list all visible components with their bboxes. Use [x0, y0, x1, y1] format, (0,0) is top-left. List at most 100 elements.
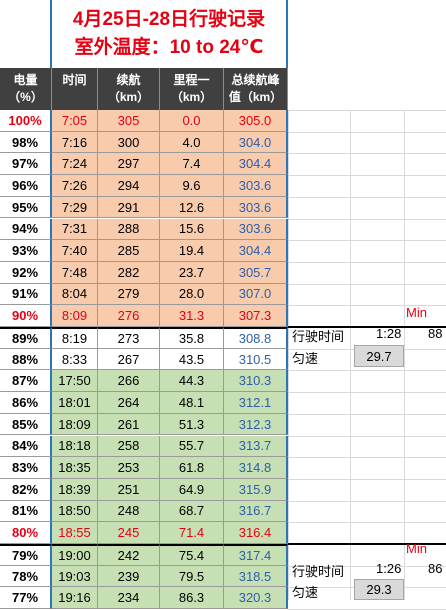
- range-cell[interactable]: 267: [98, 348, 160, 371]
- range-cell[interactable]: 264: [98, 392, 160, 414]
- total-range-cell[interactable]: 304.4: [224, 153, 288, 176]
- mileage-cell[interactable]: 75.4: [160, 544, 224, 566]
- mileage-cell[interactable]: 9.6: [160, 175, 224, 197]
- time-cell[interactable]: 18:55: [52, 522, 98, 544]
- battery-cell[interactable]: 77%: [0, 587, 52, 610]
- battery-cell[interactable]: 91%: [0, 283, 52, 306]
- min-label-2[interactable]: Min: [406, 541, 427, 556]
- drive-time-1[interactable]: 1:28: [376, 326, 402, 341]
- battery-cell[interactable]: 87%: [0, 370, 52, 393]
- total-range-cell[interactable]: 305.7: [224, 261, 288, 284]
- time-cell[interactable]: 18:39: [52, 478, 98, 501]
- mileage-cell[interactable]: 15.6: [160, 218, 224, 241]
- battery-cell[interactable]: 100%: [0, 110, 52, 132]
- mileage-cell[interactable]: 28.0: [160, 283, 224, 306]
- time-cell[interactable]: 8:19: [52, 327, 98, 349]
- battery-cell[interactable]: 80%: [0, 522, 52, 544]
- drive-time-label-1[interactable]: 行驶时间: [292, 329, 345, 344]
- battery-cell[interactable]: 83%: [0, 457, 52, 479]
- mileage-cell[interactable]: 19.4: [160, 240, 224, 262]
- mileage-cell[interactable]: 43.5: [160, 348, 224, 371]
- total-range-cell[interactable]: 307.0: [224, 283, 288, 306]
- mileage-cell[interactable]: 35.8: [160, 327, 224, 349]
- mileage-cell[interactable]: 55.7: [160, 435, 224, 458]
- total-range-cell[interactable]: 310.5: [224, 348, 288, 371]
- total-range-cell[interactable]: 310.3: [224, 370, 288, 393]
- range-cell[interactable]: 282: [98, 261, 160, 284]
- battery-cell[interactable]: 96%: [0, 175, 52, 197]
- time-cell[interactable]: 19:03: [52, 565, 98, 588]
- mileage-cell[interactable]: 79.5: [160, 565, 224, 588]
- time-cell[interactable]: 7:48: [52, 261, 98, 284]
- battery-cell[interactable]: 85%: [0, 413, 52, 436]
- battery-cell[interactable]: 98%: [0, 131, 52, 154]
- time-cell[interactable]: 18:18: [52, 435, 98, 458]
- time-cell[interactable]: 7:26: [52, 175, 98, 197]
- battery-cell[interactable]: 79%: [0, 544, 52, 566]
- total-range-cell[interactable]: 312.3: [224, 413, 288, 436]
- drive-time-2[interactable]: 1:26: [376, 561, 402, 576]
- battery-cell[interactable]: 95%: [0, 196, 52, 219]
- range-cell[interactable]: 291: [98, 196, 160, 219]
- total-range-cell[interactable]: 314.8: [224, 457, 288, 479]
- mileage-cell[interactable]: 12.6: [160, 196, 224, 219]
- total-range-cell[interactable]: 313.7: [224, 435, 288, 458]
- range-cell[interactable]: 261: [98, 413, 160, 436]
- total-range-cell[interactable]: 312.1: [224, 392, 288, 414]
- range-cell[interactable]: 276: [98, 305, 160, 327]
- range-cell[interactable]: 239: [98, 565, 160, 588]
- range-cell[interactable]: 273: [98, 327, 160, 349]
- mileage-cell[interactable]: 61.8: [160, 457, 224, 479]
- mileage-cell[interactable]: 51.3: [160, 413, 224, 436]
- mileage-cell[interactable]: 71.4: [160, 522, 224, 544]
- time-cell[interactable]: 7:40: [52, 240, 98, 262]
- time-cell[interactable]: 7:29: [52, 196, 98, 219]
- mileage-cell[interactable]: 31.3: [160, 305, 224, 327]
- time-cell[interactable]: 19:00: [52, 544, 98, 566]
- total-range-cell[interactable]: 320.3: [224, 587, 288, 610]
- time-cell[interactable]: 18:50: [52, 500, 98, 523]
- battery-cell[interactable]: 94%: [0, 218, 52, 241]
- battery-cell[interactable]: 82%: [0, 478, 52, 501]
- total-range-cell[interactable]: 316.4: [224, 522, 288, 544]
- range-cell[interactable]: 245: [98, 522, 160, 544]
- total-range-cell[interactable]: 304.0: [224, 131, 288, 154]
- time-cell[interactable]: 18:01: [52, 392, 98, 414]
- range-cell[interactable]: 242: [98, 544, 160, 566]
- total-range-cell[interactable]: 318.5: [224, 565, 288, 588]
- total-range-cell[interactable]: 305.0: [224, 110, 288, 132]
- min-label-1[interactable]: Min: [406, 305, 427, 320]
- speed-value-1[interactable]: 29.7: [354, 345, 404, 367]
- mileage-cell[interactable]: 0.0: [160, 110, 224, 132]
- range-cell[interactable]: 300: [98, 131, 160, 154]
- time-cell[interactable]: 7:16: [52, 131, 98, 154]
- mileage-cell[interactable]: 44.3: [160, 370, 224, 393]
- battery-cell[interactable]: 92%: [0, 261, 52, 284]
- battery-cell[interactable]: 97%: [0, 153, 52, 176]
- battery-cell[interactable]: 90%: [0, 305, 52, 327]
- header-time[interactable]: 时间: [52, 68, 98, 110]
- total-range-cell[interactable]: 315.9: [224, 478, 288, 501]
- range-cell[interactable]: 279: [98, 283, 160, 306]
- header-total-range[interactable]: 总续航峰 值（km）: [224, 68, 288, 110]
- battery-cell[interactable]: 89%: [0, 327, 52, 349]
- battery-cell[interactable]: 78%: [0, 565, 52, 588]
- header-range[interactable]: 续航 （km）: [98, 68, 160, 110]
- header-battery[interactable]: 电量 （%）: [0, 68, 52, 110]
- time-cell[interactable]: 8:04: [52, 283, 98, 306]
- mileage-cell[interactable]: 23.7: [160, 261, 224, 284]
- total-range-cell[interactable]: 303.6: [224, 196, 288, 219]
- time-cell[interactable]: 19:16: [52, 587, 98, 610]
- speed-label-1[interactable]: 匀速: [292, 351, 319, 366]
- range-cell[interactable]: 248: [98, 500, 160, 523]
- battery-cell[interactable]: 86%: [0, 392, 52, 414]
- range-cell[interactable]: 234: [98, 587, 160, 610]
- time-cell[interactable]: 7:31: [52, 218, 98, 241]
- minutes-2[interactable]: 86: [428, 561, 443, 576]
- time-cell[interactable]: 7:05: [52, 110, 98, 132]
- mileage-cell[interactable]: 48.1: [160, 392, 224, 414]
- mileage-cell[interactable]: 4.0: [160, 131, 224, 154]
- range-cell[interactable]: 297: [98, 153, 160, 176]
- speed-label-2[interactable]: 匀速: [292, 585, 319, 600]
- range-cell[interactable]: 288: [98, 218, 160, 241]
